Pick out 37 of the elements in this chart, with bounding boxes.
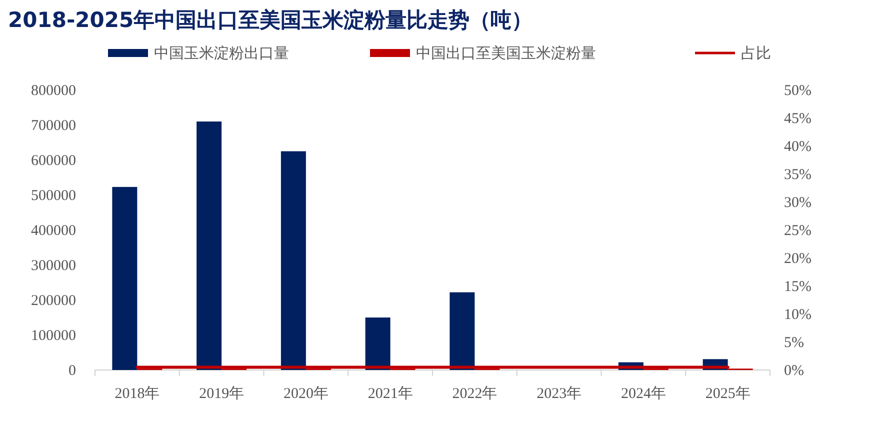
x-tick-label: 2025年 [705, 385, 750, 402]
chart-title: 2018-2025年中国出口至美国玉米淀粉量比走势（吨） [8, 8, 533, 32]
y2-tick-label: 45% [784, 111, 812, 127]
y2-tick-label: 5% [784, 335, 804, 351]
bar [112, 186, 138, 370]
y2-tick-label: 20% [784, 251, 812, 267]
y2-tick-label: 15% [784, 279, 812, 295]
y-tick-label: 100000 [31, 328, 76, 344]
y-tick-label: 200000 [31, 293, 76, 309]
x-tick-label: 2024年 [620, 385, 666, 402]
bar [450, 292, 475, 370]
x-tick-label: 2019年 [199, 385, 244, 402]
x-tick-label: 2021年 [368, 385, 413, 402]
x-tick-label: 2022年 [452, 385, 498, 402]
y-tick-label: 500000 [31, 188, 76, 204]
x-tick-label: 2018年 [114, 385, 160, 402]
legend-label: 中国玉米淀粉出口量 [154, 44, 289, 62]
bar [280, 151, 306, 370]
y-tick-label: 400000 [31, 223, 76, 239]
y-tick-label: 300000 [31, 258, 76, 274]
y2-tick-label: 35% [784, 167, 812, 183]
y2-tick-label: 50% [784, 83, 812, 99]
bar [196, 122, 222, 370]
y2-tick-label: 40% [784, 139, 812, 155]
y-tick-label: 700000 [31, 118, 76, 134]
y2-tick-label: 10% [784, 307, 812, 323]
y-tick-label: 800000 [31, 83, 76, 99]
x-tick-label: 2023年 [536, 385, 582, 402]
y2-tick-label: 30% [784, 195, 812, 211]
x-tick-label: 2020年 [283, 385, 328, 402]
legend-label: 中国出口至美国玉米淀粉量 [416, 44, 596, 62]
y-tick-label: 0 [68, 363, 76, 379]
legend-label: 占比 [741, 44, 771, 62]
y2-tick-label: 0% [784, 363, 804, 379]
bar [365, 318, 390, 370]
y2-tick-label: 25% [784, 223, 812, 239]
y-tick-label: 600000 [31, 153, 76, 169]
